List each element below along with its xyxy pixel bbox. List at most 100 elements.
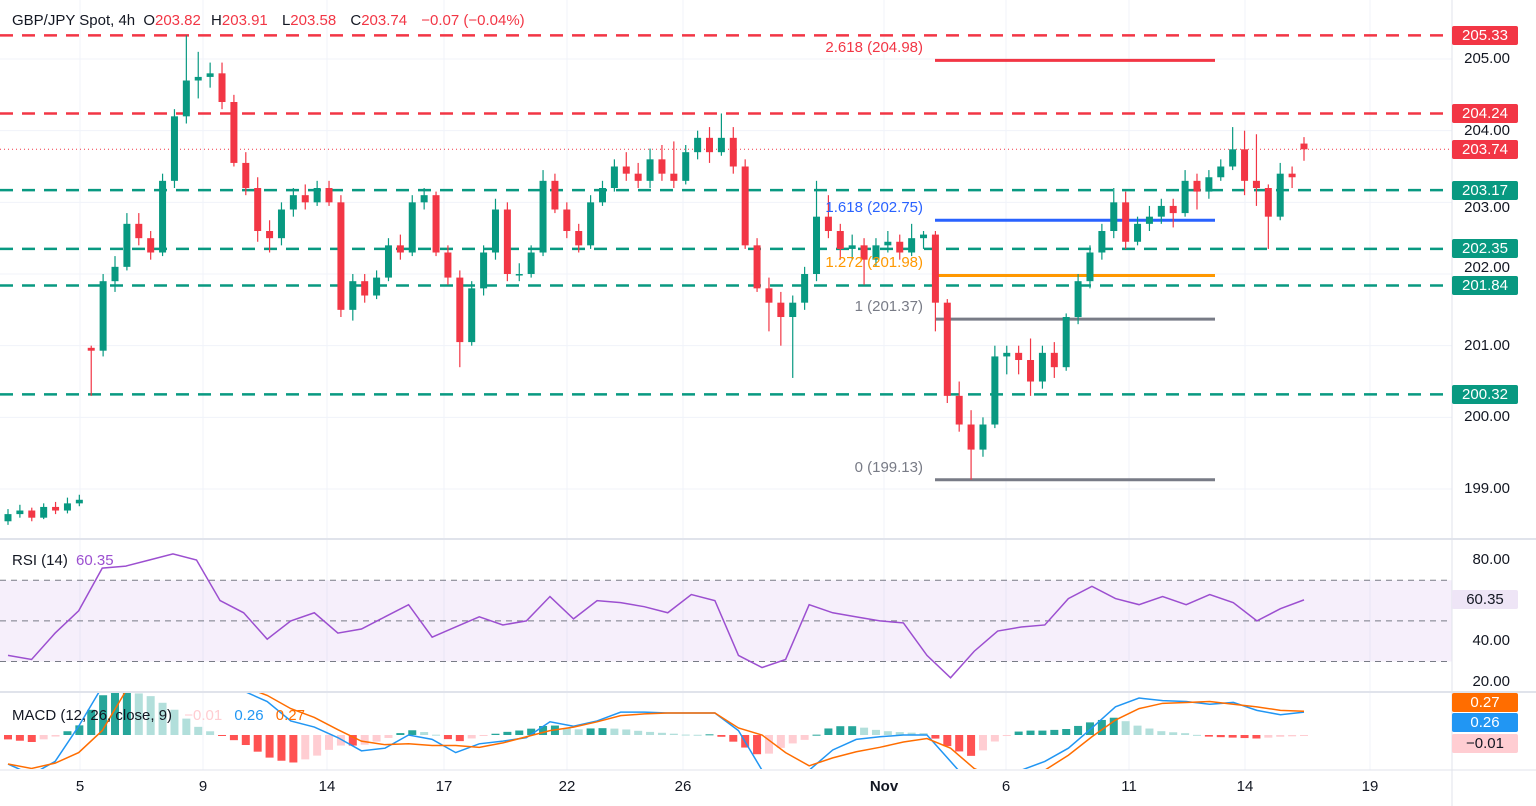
- candle-body: [1074, 281, 1082, 318]
- candle-body: [1193, 180, 1201, 192]
- candle: [325, 180, 333, 206]
- y-tick-label: 199.00: [1464, 480, 1510, 498]
- candle: [1193, 173, 1201, 210]
- level-price-tag[interactable]: 205.33: [1452, 25, 1518, 45]
- macd-line: [7, 693, 1305, 769]
- macd-histogram-bar: [860, 727, 869, 735]
- candle-body: [503, 209, 511, 275]
- candle: [408, 195, 416, 257]
- macd-histogram-bar: [1038, 730, 1047, 735]
- candle: [194, 51, 202, 99]
- rsi-y-tick: 20.00: [1472, 672, 1510, 690]
- candle-body: [765, 288, 773, 303]
- candle: [587, 195, 595, 249]
- candle: [218, 62, 226, 110]
- candle: [159, 173, 167, 257]
- rsi-value-tag[interactable]: 60.35: [1452, 590, 1518, 610]
- candle-body: [242, 162, 250, 189]
- candle: [254, 177, 262, 242]
- candle: [396, 234, 404, 260]
- macd-histogram-bar: [443, 735, 452, 740]
- candle-body: [563, 209, 571, 232]
- candle-body: [967, 424, 975, 450]
- candle-body: [789, 302, 797, 318]
- x-tick-label: 26: [674, 778, 692, 795]
- macd-histogram-bar: [1014, 731, 1023, 735]
- symbol-legend[interactable]: GBP/JPY Spot, 4h O203.82 H203.91 L203.58…: [12, 12, 529, 29]
- macd-histogram-bar: [1157, 731, 1166, 735]
- macd-histogram-bar: [848, 726, 857, 735]
- candle: [1050, 342, 1058, 378]
- macd-histogram-bar: [146, 696, 155, 735]
- candle-body: [16, 510, 24, 515]
- candle: [1086, 245, 1094, 289]
- macd-histogram-bar: [1133, 725, 1142, 735]
- macd-histogram-bar: [943, 735, 952, 747]
- candle-body: [813, 216, 821, 275]
- candle-body: [1015, 352, 1023, 361]
- macd-histogram-bar: [1109, 717, 1118, 735]
- macd-signal-tag[interactable]: 0.27: [1452, 693, 1518, 712]
- macd-histogram-bar: [1252, 735, 1261, 739]
- macd-histogram-bar: [1264, 735, 1273, 738]
- candle-body: [777, 302, 785, 318]
- candle-body: [908, 238, 916, 253]
- candle-body: [694, 137, 702, 153]
- level-price-tag[interactable]: 204.24: [1452, 103, 1518, 123]
- candle: [872, 238, 880, 267]
- candle-body: [1062, 317, 1070, 368]
- macd-histogram-bar: [1288, 735, 1297, 737]
- candle: [1169, 198, 1177, 228]
- macd-legend[interactable]: MACD (12, 26, close, 9) −0.01 0.26 0.27: [12, 707, 309, 724]
- candle-body: [361, 281, 369, 296]
- macd-histogram-bar: [753, 735, 762, 755]
- macd-histogram-bar: [515, 730, 524, 735]
- candle-body: [147, 238, 155, 253]
- candle-body: [1098, 231, 1106, 253]
- level-price-tag[interactable]: 203.17: [1452, 180, 1518, 200]
- candle: [1157, 198, 1165, 224]
- macd-histogram-bar: [574, 729, 583, 735]
- macd-histogram-bar: [931, 735, 940, 739]
- candle: [682, 145, 690, 185]
- candle: [87, 345, 95, 396]
- macd-line-tag[interactable]: 0.26: [1452, 713, 1518, 732]
- candle: [813, 180, 821, 282]
- candle-body: [480, 252, 488, 289]
- macd-histogram-bar: [527, 728, 536, 735]
- macd-histogram-bar: [562, 728, 571, 735]
- level-price-tag[interactable]: 200.32: [1452, 384, 1518, 404]
- current-price-tag[interactable]: 203.74: [1452, 139, 1518, 159]
- candle: [63, 497, 71, 514]
- candle: [658, 145, 666, 181]
- macd-histogram-bar: [479, 735, 488, 736]
- level-price-tag[interactable]: 201.84: [1452, 275, 1518, 295]
- candle: [1038, 345, 1046, 389]
- macd-histogram-bar: [491, 733, 500, 735]
- candle-body: [1110, 202, 1118, 232]
- candle: [1134, 216, 1142, 246]
- macd-hist-tag[interactable]: −0.01: [1452, 734, 1518, 753]
- fibonacci-extension[interactable]: [935, 58, 1215, 482]
- candle-body: [575, 231, 583, 246]
- candle: [170, 109, 178, 189]
- candle-body: [1169, 205, 1177, 214]
- rsi-legend[interactable]: RSI (14) 60.35: [12, 552, 118, 569]
- macd-histogram-bar: [681, 734, 690, 736]
- candle-body: [206, 73, 214, 77]
- candle: [694, 130, 702, 160]
- candle: [40, 503, 48, 520]
- candle: [1276, 162, 1284, 221]
- candle: [147, 231, 155, 260]
- level-price-tag[interactable]: 202.35: [1452, 239, 1518, 259]
- candle: [111, 256, 119, 292]
- candle-body: [40, 506, 48, 518]
- horizontal-levels[interactable]: [0, 34, 1452, 396]
- macd-histogram-bar: [1050, 729, 1059, 735]
- macd-histogram-bar: [289, 735, 298, 763]
- open-label: O203.82: [143, 12, 201, 29]
- candle: [824, 195, 832, 239]
- candle-body: [848, 245, 856, 249]
- x-tick-label: 17: [435, 778, 453, 795]
